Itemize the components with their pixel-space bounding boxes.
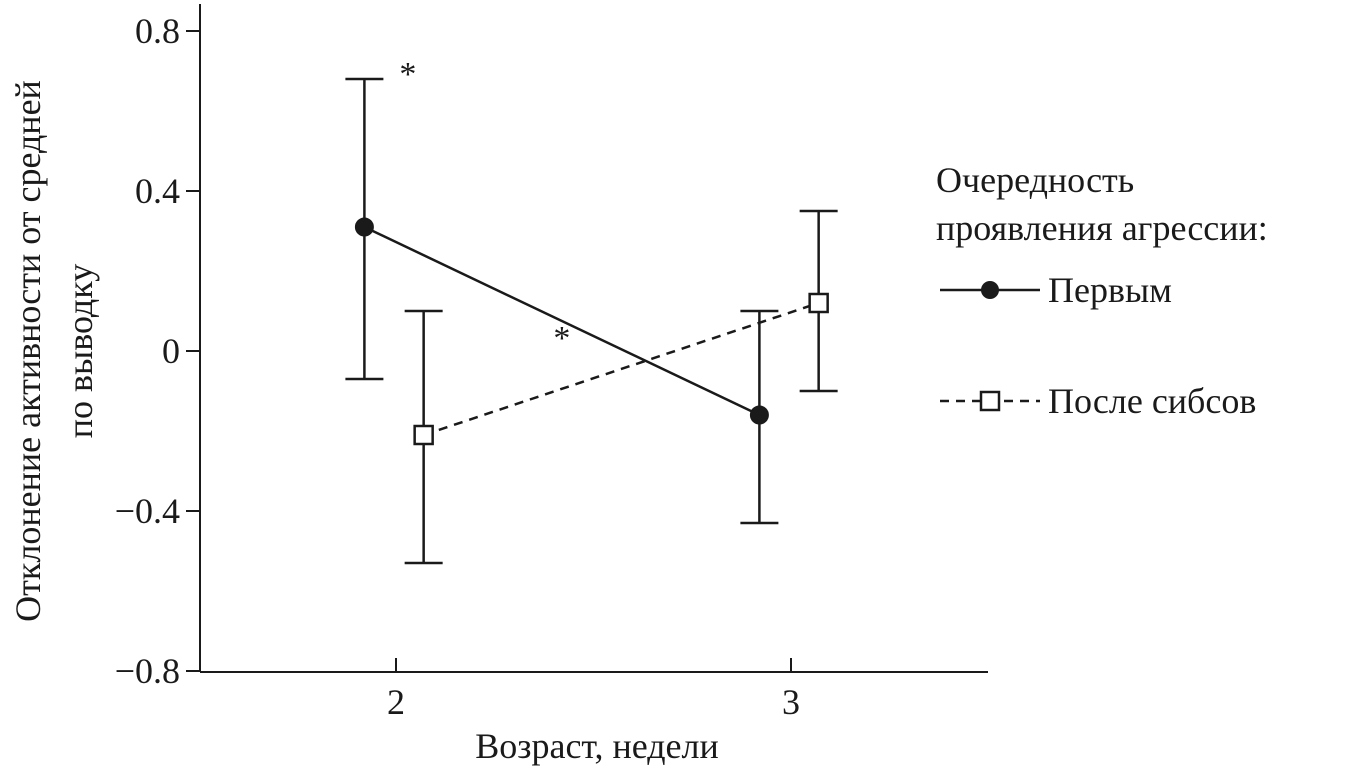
data-point-open-square: [413, 424, 434, 446]
axes: [199, 4, 988, 673]
legend-title-line-1: Очередность: [936, 160, 1134, 200]
legend-label: После сибсов: [1048, 381, 1256, 421]
y-tick-label: 0: [162, 331, 180, 371]
x-tick-label: 2: [387, 682, 405, 722]
y-axis-title-line-2: по выводку: [60, 264, 100, 438]
y-tick-label: −0.4: [115, 491, 180, 531]
annotations: **: [399, 56, 570, 357]
legend-items: Первым После сибсов: [940, 270, 1256, 421]
y-axis-title-line-1: Отклонение активности от средней: [8, 80, 48, 622]
legend-item-2: После сибсов: [940, 381, 1256, 421]
series-line-2: [423, 301, 820, 437]
y-tick-label: 0.4: [135, 171, 180, 211]
y-tick-label: −0.8: [115, 651, 180, 691]
legend-marker-open-square: [979, 390, 1001, 412]
legend-label: Первым: [1048, 270, 1172, 310]
data-point-filled-circle: [354, 217, 374, 237]
significance-asterisk: *: [553, 320, 570, 357]
y-ticks: −0.8 −0.4 0 0.4 0.8: [115, 11, 200, 691]
data-point-open-square: [808, 292, 829, 314]
y-tick-label: 0.8: [135, 11, 180, 51]
x-axis-title: Возраст, недели: [475, 726, 719, 766]
legend-item-1: Первым: [940, 270, 1172, 310]
legend: Очередность проявления агрессии: ПервымП…: [936, 160, 1268, 421]
series-layer: [345, 77, 838, 565]
series-line-1: [363, 225, 760, 417]
legend-title-line-2: проявления агрессии:: [936, 208, 1268, 248]
significance-asterisk: *: [399, 56, 416, 93]
data-point-filled-circle: [749, 405, 769, 425]
legend-marker-filled-circle: [981, 281, 999, 299]
x-tick-label: 3: [782, 682, 800, 722]
